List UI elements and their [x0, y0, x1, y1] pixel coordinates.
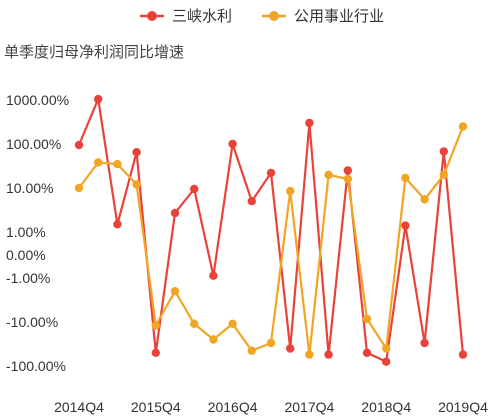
data-point[interactable] [401, 221, 410, 230]
data-point[interactable] [324, 170, 333, 179]
data-point[interactable] [209, 335, 218, 344]
data-point[interactable] [362, 348, 372, 357]
data-point[interactable] [132, 180, 141, 189]
data-point[interactable] [113, 159, 122, 169]
data-point[interactable] [343, 174, 352, 184]
data-point[interactable] [343, 166, 352, 175]
data-point[interactable] [151, 348, 160, 357]
data-point[interactable] [266, 338, 276, 348]
data-point[interactable] [228, 319, 237, 328]
data-point[interactable] [458, 350, 468, 359]
data-point[interactable] [382, 344, 391, 353]
x-tick-label: 2017Q4 [284, 399, 334, 415]
data-point[interactable] [305, 350, 314, 359]
x-tick-label: 2018Q4 [361, 399, 411, 415]
data-point[interactable] [458, 122, 468, 131]
data-point[interactable] [286, 186, 295, 196]
data-point[interactable] [209, 271, 218, 280]
data-point[interactable] [170, 208, 180, 218]
legend-item-utilities[interactable]: 公用事业行业 [262, 8, 384, 25]
data-point[interactable] [74, 140, 84, 150]
data-point[interactable] [401, 173, 410, 183]
series-layer [74, 94, 468, 366]
x-tick-label: 2015Q4 [131, 399, 181, 415]
series-0 [74, 94, 468, 366]
data-point[interactable] [151, 321, 160, 330]
data-point[interactable] [113, 220, 122, 229]
data-point[interactable] [94, 158, 103, 167]
data-point[interactable] [420, 338, 429, 348]
y-tick-label: -100.00% [6, 358, 66, 374]
data-point[interactable] [266, 168, 276, 178]
series-line [77, 97, 465, 363]
y-tick-label: 1.00% [6, 224, 46, 240]
data-point[interactable] [305, 118, 314, 128]
legend: 三峡水利 公用事业行业 [140, 8, 384, 25]
x-axis: 2014Q4 2015Q4 2016Q4 2017Q4 2018Q4 2019Q4 [54, 399, 488, 415]
data-point[interactable] [362, 314, 372, 324]
data-point[interactable] [247, 346, 256, 355]
data-point[interactable] [420, 195, 429, 204]
y-axis: 1000.00% 100.00% 10.00% 1.00% 0.00% -1.00% -10… [6, 92, 69, 374]
y-tick-label: -1.00% [6, 270, 50, 286]
series-1 [74, 122, 468, 359]
data-point[interactable] [170, 287, 180, 296]
y-tick-label: 100.00% [6, 136, 61, 152]
data-point[interactable] [382, 357, 391, 366]
y-tick-label: -10.00% [6, 314, 58, 330]
data-point[interactable] [247, 197, 256, 206]
x-tick-label: 2014Q4 [54, 399, 104, 415]
y-tick-label: 1000.00% [6, 92, 69, 108]
data-point[interactable] [439, 147, 448, 156]
y-tick-label: 0.00% [6, 247, 46, 263]
legend-label-sanxia: 三峡水利 [172, 8, 232, 25]
data-point[interactable] [190, 184, 199, 194]
legend-item-sanxia[interactable]: 三峡水利 [140, 8, 232, 25]
data-point[interactable] [190, 319, 199, 328]
chart-subtitle: 单季度归母净利润同比增速 [4, 44, 184, 61]
data-point[interactable] [94, 94, 103, 104]
data-point[interactable] [74, 183, 84, 193]
legend-label-utilities: 公用事业行业 [294, 8, 384, 25]
data-point[interactable] [439, 170, 448, 179]
data-point[interactable] [132, 148, 141, 157]
data-point[interactable] [228, 139, 237, 149]
x-tick-label: 2019Q4 [438, 399, 488, 415]
x-tick-label: 2016Q4 [208, 399, 258, 415]
data-point[interactable] [324, 350, 333, 359]
data-point[interactable] [286, 344, 295, 353]
y-tick-label: 10.00% [6, 180, 53, 196]
